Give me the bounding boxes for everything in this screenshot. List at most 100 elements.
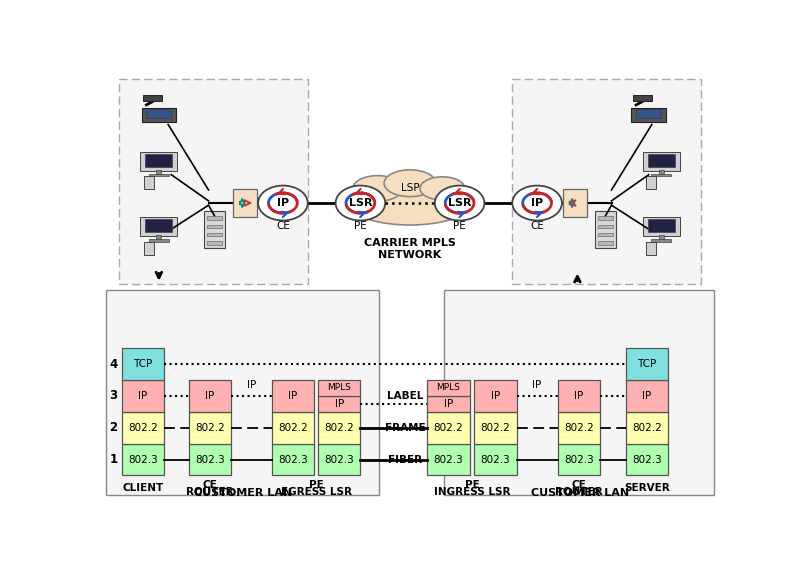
FancyBboxPatch shape: [598, 225, 613, 228]
FancyBboxPatch shape: [189, 380, 231, 412]
Text: 802.2: 802.2: [434, 423, 463, 432]
Text: SERVER: SERVER: [624, 483, 670, 492]
Ellipse shape: [351, 186, 469, 225]
Text: PE: PE: [465, 480, 479, 490]
Text: 802.2: 802.2: [325, 423, 354, 432]
Circle shape: [435, 186, 485, 221]
FancyBboxPatch shape: [512, 79, 702, 284]
FancyBboxPatch shape: [646, 177, 656, 190]
Text: CUSTOMER LAN: CUSTOMER LAN: [194, 488, 292, 498]
Text: LSR: LSR: [448, 198, 471, 208]
FancyBboxPatch shape: [427, 380, 470, 396]
Text: 802.3: 802.3: [128, 454, 158, 465]
Text: PE: PE: [354, 221, 366, 231]
FancyBboxPatch shape: [122, 380, 164, 412]
Text: 802.3: 802.3: [632, 454, 662, 465]
Text: ROUTER: ROUTER: [186, 487, 234, 497]
FancyBboxPatch shape: [474, 412, 517, 444]
FancyBboxPatch shape: [642, 152, 680, 170]
FancyBboxPatch shape: [563, 189, 586, 217]
Text: MPLS: MPLS: [437, 383, 460, 392]
FancyBboxPatch shape: [207, 233, 222, 237]
Text: ROUTER: ROUTER: [555, 487, 602, 497]
FancyBboxPatch shape: [427, 396, 470, 412]
FancyBboxPatch shape: [144, 242, 154, 255]
FancyBboxPatch shape: [651, 239, 671, 242]
FancyBboxPatch shape: [558, 380, 600, 412]
FancyBboxPatch shape: [646, 242, 656, 255]
FancyBboxPatch shape: [140, 152, 178, 170]
Text: 802.3: 802.3: [325, 454, 354, 465]
FancyBboxPatch shape: [558, 412, 600, 444]
FancyBboxPatch shape: [204, 211, 225, 248]
FancyBboxPatch shape: [207, 241, 222, 245]
FancyBboxPatch shape: [427, 444, 470, 475]
Text: LABEL: LABEL: [387, 391, 423, 401]
Text: 802.3: 802.3: [564, 454, 594, 465]
Text: MPLS: MPLS: [327, 383, 351, 392]
Text: CARRIER MPLS
NETWORK: CARRIER MPLS NETWORK: [364, 238, 456, 260]
FancyBboxPatch shape: [318, 380, 360, 396]
Text: CE: CE: [571, 480, 586, 490]
Text: CE: CE: [202, 480, 217, 490]
Text: 1: 1: [110, 453, 118, 466]
FancyBboxPatch shape: [598, 233, 613, 237]
Text: CE: CE: [276, 221, 290, 231]
Circle shape: [512, 186, 562, 221]
Text: 802.3: 802.3: [434, 454, 463, 465]
Text: 802.3: 802.3: [278, 454, 308, 465]
FancyBboxPatch shape: [658, 235, 664, 239]
Text: IP: IP: [491, 391, 500, 401]
FancyBboxPatch shape: [598, 216, 613, 220]
FancyBboxPatch shape: [106, 290, 379, 495]
Text: EGRESS LSR: EGRESS LSR: [281, 487, 351, 497]
FancyBboxPatch shape: [149, 174, 169, 177]
Circle shape: [335, 186, 386, 221]
Text: 802.2: 802.2: [632, 423, 662, 432]
FancyBboxPatch shape: [558, 444, 600, 475]
FancyBboxPatch shape: [318, 412, 360, 444]
FancyBboxPatch shape: [626, 444, 668, 475]
Text: CLIENT: CLIENT: [122, 483, 163, 492]
FancyBboxPatch shape: [140, 217, 178, 236]
FancyBboxPatch shape: [318, 444, 360, 475]
FancyBboxPatch shape: [648, 154, 674, 167]
FancyBboxPatch shape: [474, 444, 517, 475]
FancyBboxPatch shape: [626, 348, 668, 380]
Ellipse shape: [420, 177, 465, 200]
Text: PE: PE: [454, 221, 466, 231]
Ellipse shape: [338, 190, 378, 210]
FancyBboxPatch shape: [122, 412, 164, 444]
FancyBboxPatch shape: [658, 170, 664, 174]
FancyBboxPatch shape: [272, 412, 314, 444]
Text: CE: CE: [530, 221, 544, 231]
FancyBboxPatch shape: [156, 170, 162, 174]
FancyBboxPatch shape: [146, 154, 172, 167]
FancyBboxPatch shape: [189, 412, 231, 444]
Text: IP: IP: [531, 198, 543, 208]
Text: LSP: LSP: [401, 183, 419, 193]
Text: IP: IP: [288, 391, 298, 401]
FancyBboxPatch shape: [142, 108, 176, 122]
Text: IP: IP: [642, 391, 651, 401]
Text: INGRESS LSR: INGRESS LSR: [434, 487, 510, 497]
FancyBboxPatch shape: [272, 380, 314, 412]
FancyBboxPatch shape: [272, 444, 314, 475]
FancyBboxPatch shape: [636, 109, 661, 118]
Ellipse shape: [384, 170, 436, 196]
Text: 802.2: 802.2: [481, 423, 510, 432]
Text: IP: IP: [246, 380, 256, 390]
Text: TCP: TCP: [638, 359, 657, 369]
FancyBboxPatch shape: [651, 174, 671, 177]
FancyBboxPatch shape: [633, 95, 652, 101]
Ellipse shape: [353, 175, 402, 201]
Text: LSR: LSR: [349, 198, 372, 208]
Text: 802.3: 802.3: [481, 454, 510, 465]
Text: TCP: TCP: [133, 359, 153, 369]
Text: CUSTOMER LAN: CUSTOMER LAN: [531, 488, 630, 498]
FancyBboxPatch shape: [189, 444, 231, 475]
FancyBboxPatch shape: [626, 412, 668, 444]
Text: IP: IP: [574, 391, 583, 401]
Circle shape: [258, 186, 308, 221]
FancyBboxPatch shape: [474, 380, 517, 412]
